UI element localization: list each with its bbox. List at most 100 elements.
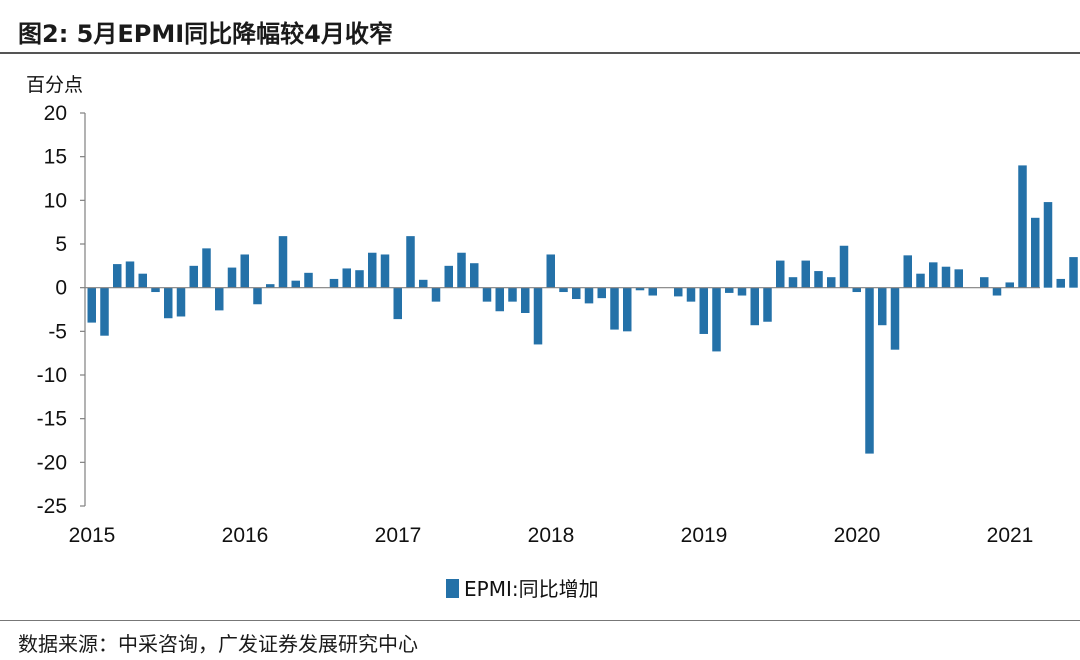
y-tick-label: -15 [37, 408, 67, 431]
bar [253, 287, 262, 305]
bar [138, 273, 147, 288]
x-tick-label: 2020 [834, 524, 881, 547]
bar [164, 287, 173, 319]
bar [444, 265, 453, 288]
bar [470, 263, 479, 288]
title-rule [0, 52, 1080, 54]
bar [903, 255, 912, 288]
source-note: 数据来源：中采咨询，广发证券发展研究中心 [18, 632, 418, 656]
bar [916, 273, 925, 288]
x-tick-label: 2021 [987, 524, 1034, 547]
bar [1005, 282, 1014, 288]
legend-label: EPMI:同比增加 [464, 577, 599, 600]
bar [623, 287, 632, 332]
x-tick-label: 2017 [375, 524, 422, 547]
bar [431, 287, 441, 302]
bar [393, 287, 402, 320]
bar-series [87, 165, 1078, 454]
bar [406, 236, 415, 288]
bar [584, 287, 594, 304]
bar [1018, 165, 1027, 288]
bar [1043, 202, 1053, 288]
bar [827, 277, 836, 288]
x-tick-label: 2019 [681, 524, 728, 547]
bar [125, 261, 135, 288]
bar [355, 270, 364, 288]
y-tick-label: -25 [37, 495, 67, 518]
bar [329, 278, 339, 288]
bar [712, 287, 721, 352]
bar [278, 236, 288, 288]
bar [215, 287, 224, 311]
bar [750, 287, 759, 326]
x-tick-label: 2016 [222, 524, 269, 547]
bar [368, 252, 377, 288]
bar [776, 260, 785, 288]
x-tick-label: 2018 [528, 524, 575, 547]
bar [342, 268, 351, 288]
y-axis: 20 15 10 5 0 -5 -10 -15 -20 -25 [37, 102, 86, 518]
bar [610, 287, 619, 330]
y-tick-label: -5 [48, 320, 67, 343]
bar [839, 245, 849, 288]
bar [597, 287, 606, 299]
bar [113, 264, 122, 288]
bar [559, 287, 568, 293]
source-rule [0, 620, 1080, 621]
bar [482, 287, 492, 302]
bar [980, 277, 989, 288]
bar [87, 287, 96, 323]
bar [890, 287, 900, 350]
figure-title: 图2: 5月EPMI同比降幅较4月收窄 [18, 20, 393, 48]
y-tick-label: -20 [37, 451, 67, 474]
bar [240, 254, 249, 288]
x-axis: 20152016201720182019202020212022 [69, 287, 1040, 547]
x-tick-label: 2015 [69, 524, 116, 547]
bar [508, 287, 517, 302]
y-axis-unit-label: 百分点 [26, 74, 84, 96]
legend-swatch [446, 579, 459, 598]
bar [151, 287, 160, 293]
bar [686, 287, 696, 302]
bar [521, 287, 530, 313]
bar [546, 254, 555, 288]
bar [533, 287, 543, 345]
bar [648, 287, 657, 296]
bar [878, 287, 887, 326]
bar [572, 287, 581, 300]
bar [419, 279, 428, 288]
bar [788, 277, 798, 288]
bar [725, 287, 734, 293]
bar [814, 271, 823, 288]
bar [380, 254, 390, 288]
y-tick-label: 15 [44, 146, 67, 169]
bar [954, 269, 963, 288]
bar [291, 280, 300, 288]
bar [737, 287, 747, 296]
bar [495, 287, 504, 312]
bar [100, 287, 109, 336]
bar [189, 265, 198, 288]
y-tick-label: 10 [44, 189, 67, 212]
bar [266, 284, 275, 288]
bar [227, 267, 237, 288]
bar [865, 287, 874, 454]
y-tick-label: -10 [37, 364, 67, 387]
bar [1031, 217, 1040, 288]
bar [801, 260, 810, 288]
bar [941, 266, 951, 288]
bar [176, 287, 186, 317]
bar [674, 287, 683, 297]
legend: EPMI:同比增加 [446, 577, 599, 600]
bar [635, 287, 645, 291]
bar [763, 287, 772, 322]
y-tick-label: 5 [55, 233, 67, 256]
y-tick-label: 0 [55, 277, 67, 300]
bar [929, 262, 938, 288]
bar [457, 252, 466, 288]
bar [852, 287, 861, 293]
bar [992, 287, 1002, 296]
bar [304, 272, 313, 288]
bar [1069, 257, 1078, 288]
